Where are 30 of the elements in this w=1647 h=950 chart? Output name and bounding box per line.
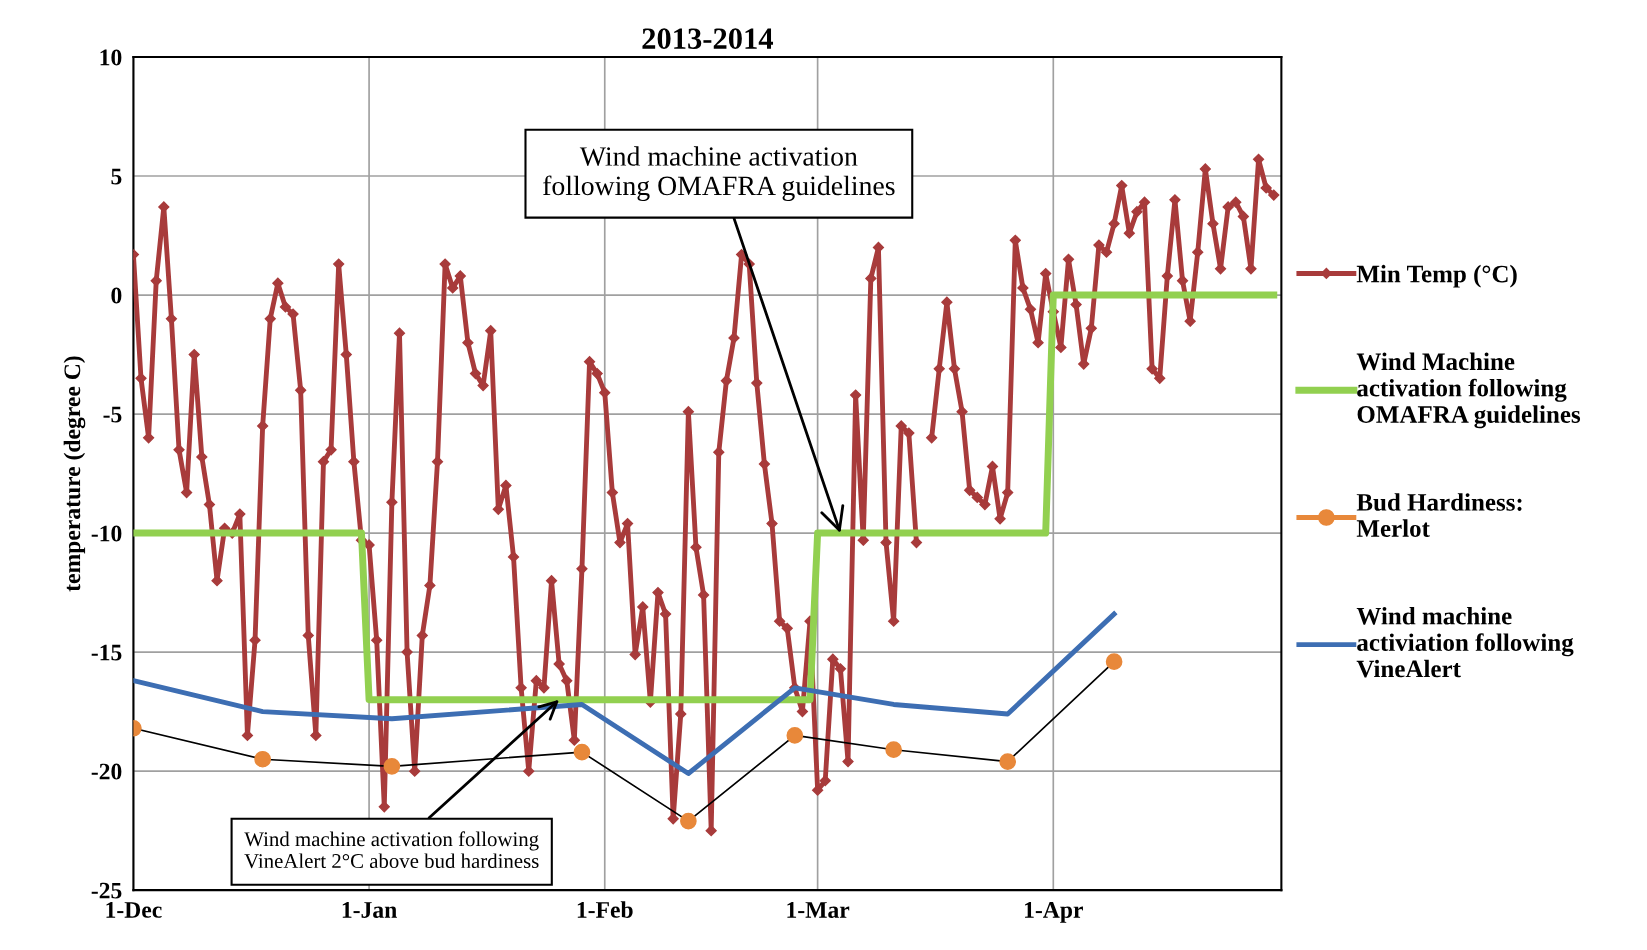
point	[885, 741, 902, 759]
x-tick-label: 1-Dec	[106, 902, 162, 918]
x-tick-label: 1-Apr	[1025, 902, 1083, 923]
x-tick-label: 1-Mar	[787, 902, 850, 918]
legend-label: Wind Machine activation following OMAFRA guidelines	[1356, 352, 1581, 429]
legend-label: Bud Hardiness: Merlot	[1356, 493, 1522, 537]
x-tick-label: 1-Jan	[342, 902, 397, 918]
point	[383, 758, 401, 775]
annotation: Wind machine activation following VineAlert 2°C above bud hardiness	[244, 831, 539, 869]
point	[1105, 653, 1123, 670]
annotation: Wind machine activation following OMAFRA guidelines	[543, 146, 895, 201]
y-tick-label: 0	[111, 287, 122, 304]
legend-label: Wind machine activiation following VineAlert	[1356, 606, 1574, 678]
y-tick-label: -5	[103, 406, 122, 423]
point	[786, 727, 804, 744]
legend-label: Min Temp (°C)	[1356, 264, 1517, 288]
y-axis-title: temperature (degree C)	[63, 356, 86, 592]
chart-title: 2013-2014	[642, 28, 774, 49]
point	[999, 753, 1017, 770]
y-tick-label: -15	[91, 644, 122, 661]
line-series	[133, 611, 1117, 776]
y-tick-label: -10	[91, 525, 122, 542]
x-tick-label: 1-Feb	[577, 901, 633, 918]
y-tick-label: 5	[111, 168, 122, 185]
y-tick-label: -25	[91, 882, 122, 899]
point	[680, 812, 697, 830]
point	[573, 743, 591, 761]
point	[254, 750, 271, 768]
y-tick-label: 10	[100, 49, 122, 66]
y-tick-label: -20	[91, 763, 122, 780]
